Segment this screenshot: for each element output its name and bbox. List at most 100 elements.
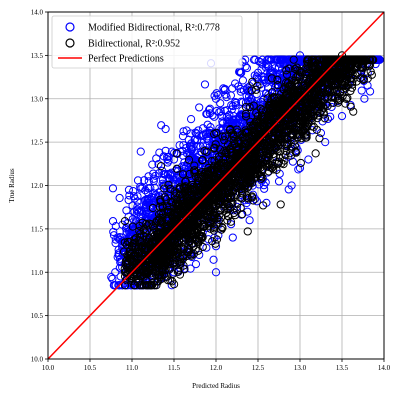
- data-point-modified-bidirectional: [164, 174, 174, 184]
- data-point-bidirectional: [314, 111, 323, 120]
- data-point-modified-bidirectional: [185, 151, 194, 161]
- data-point-bidirectional: [251, 149, 260, 158]
- data-point-bidirectional: [323, 101, 332, 110]
- data-point-bidirectional: [313, 67, 322, 76]
- data-point-bidirectional: [253, 81, 262, 90]
- data-point-modified-bidirectional: [216, 107, 225, 116]
- data-point-bidirectional: [348, 78, 357, 87]
- data-point-bidirectional: [287, 76, 296, 85]
- data-point-modified-bidirectional: [186, 115, 196, 124]
- data-point-bidirectional: [182, 251, 191, 261]
- data-point-modified-bidirectional: [205, 104, 215, 113]
- data-point-bidirectional: [240, 172, 249, 181]
- data-point-bidirectional: [212, 235, 222, 244]
- data-point-bidirectional: [295, 66, 304, 75]
- data-point-bidirectional: [225, 201, 234, 211]
- data-point-bidirectional: [346, 102, 355, 111]
- data-point-bidirectional: [197, 156, 207, 165]
- data-point-bidirectional: [367, 70, 376, 79]
- data-point-modified-bidirectional: [321, 138, 330, 147]
- data-point-bidirectional: [263, 126, 273, 135]
- data-point-bidirectional: [290, 64, 300, 74]
- data-point-modified-bidirectional: [161, 146, 170, 155]
- data-point-bidirectional: [287, 144, 296, 153]
- data-point-bidirectional: [249, 196, 258, 205]
- data-point-modified-bidirectional: [274, 64, 283, 73]
- data-point-bidirectional: [251, 117, 260, 126]
- data-point-modified-bidirectional: [251, 55, 260, 64]
- data-point-bidirectional: [217, 225, 226, 234]
- data-point-modified-bidirectional: [226, 91, 235, 100]
- data-point-modified-bidirectional: [149, 176, 158, 186]
- data-point-modified-bidirectional: [230, 116, 239, 125]
- data-point-modified-bidirectional: [287, 181, 296, 190]
- data-point-modified-bidirectional: [115, 281, 124, 290]
- data-point-modified-bidirectional: [186, 129, 195, 138]
- data-point-modified-bidirectional: [197, 148, 207, 157]
- data-point-modified-bidirectional: [253, 68, 263, 77]
- data-point-modified-bidirectional: [262, 59, 271, 68]
- data-point-modified-bidirectional: [133, 197, 142, 206]
- data-point-modified-bidirectional: [114, 249, 123, 258]
- data-point-bidirectional: [221, 132, 230, 141]
- data-point-bidirectional: [328, 81, 337, 90]
- data-point-bidirectional: [190, 166, 199, 175]
- data-point-bidirectional: [120, 268, 130, 277]
- data-point-modified-bidirectional: [191, 260, 201, 269]
- data-point-bidirectional: [184, 155, 194, 164]
- data-point-modified-bidirectional: [161, 124, 170, 134]
- data-point-modified-bidirectional: [171, 166, 180, 176]
- data-point-bidirectional: [207, 219, 216, 228]
- data-point-modified-bidirectional: [136, 147, 145, 156]
- data-point-modified-bidirectional: [107, 272, 116, 282]
- data-point-bidirectional: [273, 159, 283, 168]
- data-point-bidirectional: [241, 112, 251, 121]
- data-point-modified-bidirectional: [202, 243, 211, 252]
- data-point-modified-bidirectional: [231, 98, 241, 108]
- data-point-bidirectional: [189, 218, 198, 227]
- data-point-bidirectional: [128, 222, 137, 231]
- data-point-modified-bidirectional: [288, 157, 298, 166]
- data-point-modified-bidirectional: [243, 83, 252, 92]
- data-point-modified-bidirectional: [152, 154, 161, 163]
- data-point-bidirectional: [349, 107, 358, 116]
- data-point-bidirectional: [255, 172, 265, 181]
- data-point-bidirectional: [226, 191, 235, 200]
- data-point-bidirectional: [166, 184, 175, 194]
- data-point-modified-bidirectional: [228, 84, 237, 93]
- data-point-bidirectional: [197, 234, 206, 244]
- data-point-modified-bidirectional: [281, 57, 290, 66]
- data-point-modified-bidirectional: [222, 92, 231, 102]
- data-point-bidirectional: [277, 89, 286, 98]
- data-point-bidirectional: [183, 247, 192, 257]
- data-point-bidirectional: [127, 250, 136, 259]
- data-point-bidirectional: [217, 186, 226, 195]
- data-point-bidirectional: [180, 195, 189, 205]
- data-point-bidirectional: [282, 70, 292, 79]
- data-point-bidirectional: [245, 102, 254, 112]
- data-point-bidirectional: [236, 139, 246, 148]
- data-point-bidirectional: [257, 154, 266, 163]
- data-point-modified-bidirectional: [111, 268, 120, 277]
- data-point-bidirectional: [145, 237, 154, 246]
- data-point-bidirectional: [174, 205, 183, 214]
- data-point-bidirectional: [227, 199, 236, 209]
- data-point-modified-bidirectional: [157, 121, 166, 130]
- data-point-bidirectional: [345, 63, 354, 72]
- data-point-bidirectional: [279, 122, 289, 131]
- data-point-modified-bidirectional: [240, 196, 249, 205]
- data-point-modified-bidirectional: [279, 70, 288, 79]
- data-point-bidirectional: [282, 78, 291, 87]
- data-point-bidirectional: [220, 136, 229, 145]
- data-point-modified-bidirectional: [203, 120, 212, 129]
- data-point-bidirectional: [226, 125, 235, 134]
- data-point-bidirectional: [212, 220, 221, 229]
- data-point-modified-bidirectional: [154, 160, 163, 169]
- data-point-bidirectional: [296, 158, 305, 168]
- data-point-bidirectional: [241, 102, 251, 112]
- data-point-modified-bidirectional: [239, 112, 248, 121]
- data-point-modified-bidirectional: [337, 112, 347, 121]
- data-point-bidirectional: [369, 55, 378, 64]
- data-point-bidirectional: [249, 101, 258, 110]
